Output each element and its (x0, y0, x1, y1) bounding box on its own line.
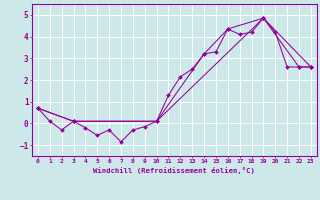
X-axis label: Windchill (Refroidissement éolien,°C): Windchill (Refroidissement éolien,°C) (93, 167, 255, 174)
